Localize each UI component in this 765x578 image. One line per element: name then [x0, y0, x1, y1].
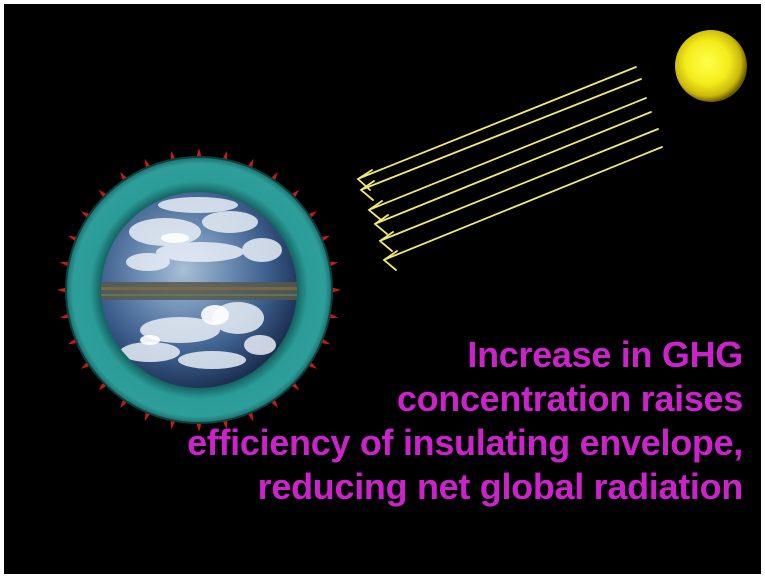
radiation-tick — [329, 313, 339, 319]
radiation-tick — [196, 424, 202, 432]
sun-icon — [675, 30, 747, 102]
radiation-tick — [144, 412, 150, 422]
radiation-tick — [248, 412, 254, 422]
radiation-tick — [59, 261, 69, 267]
radiation-tick — [98, 383, 106, 391]
radiation-tick — [80, 211, 89, 218]
radiation-tick — [329, 261, 339, 267]
radiation-tick — [57, 287, 65, 293]
radiation-tick — [196, 148, 202, 156]
sunlight-ray-arrows — [356, 66, 663, 271]
radiation-tick — [120, 171, 127, 180]
atmosphere-outline — [65, 156, 333, 424]
radiation-tick — [59, 313, 69, 319]
caption-line: reducing net global radiation — [257, 466, 744, 507]
caption-line: efficiency of insulating envelope, — [187, 422, 743, 463]
radiation-tick — [144, 158, 150, 168]
radiation-tick — [170, 150, 176, 160]
outgoing-radiation-ticks — [57, 148, 341, 432]
radiation-tick — [98, 189, 106, 197]
radiation-tick — [321, 339, 331, 345]
radiation-tick — [120, 400, 127, 409]
radiation-tick — [333, 287, 341, 293]
radiation-tick — [222, 420, 228, 430]
earth-globe-icon — [101, 192, 297, 388]
radiation-tick — [67, 235, 77, 241]
radiation-tick — [80, 362, 89, 369]
radiation-tick — [321, 235, 331, 241]
radiation-tick — [170, 420, 176, 430]
caption-text: Increase in GHG concentration raises effic… — [63, 333, 743, 509]
caption-line: concentration raises — [396, 378, 743, 419]
radiation-tick — [309, 211, 318, 218]
radiation-tick — [67, 339, 77, 345]
radiation-tick — [271, 171, 278, 180]
caption-line: Increase in GHG — [467, 334, 743, 375]
radiation-tick — [292, 383, 300, 391]
radiation-tick — [222, 150, 228, 160]
radiation-tick — [248, 158, 254, 168]
radiation-tick — [292, 189, 300, 197]
radiation-tick — [309, 362, 318, 369]
radiation-tick — [271, 400, 278, 409]
